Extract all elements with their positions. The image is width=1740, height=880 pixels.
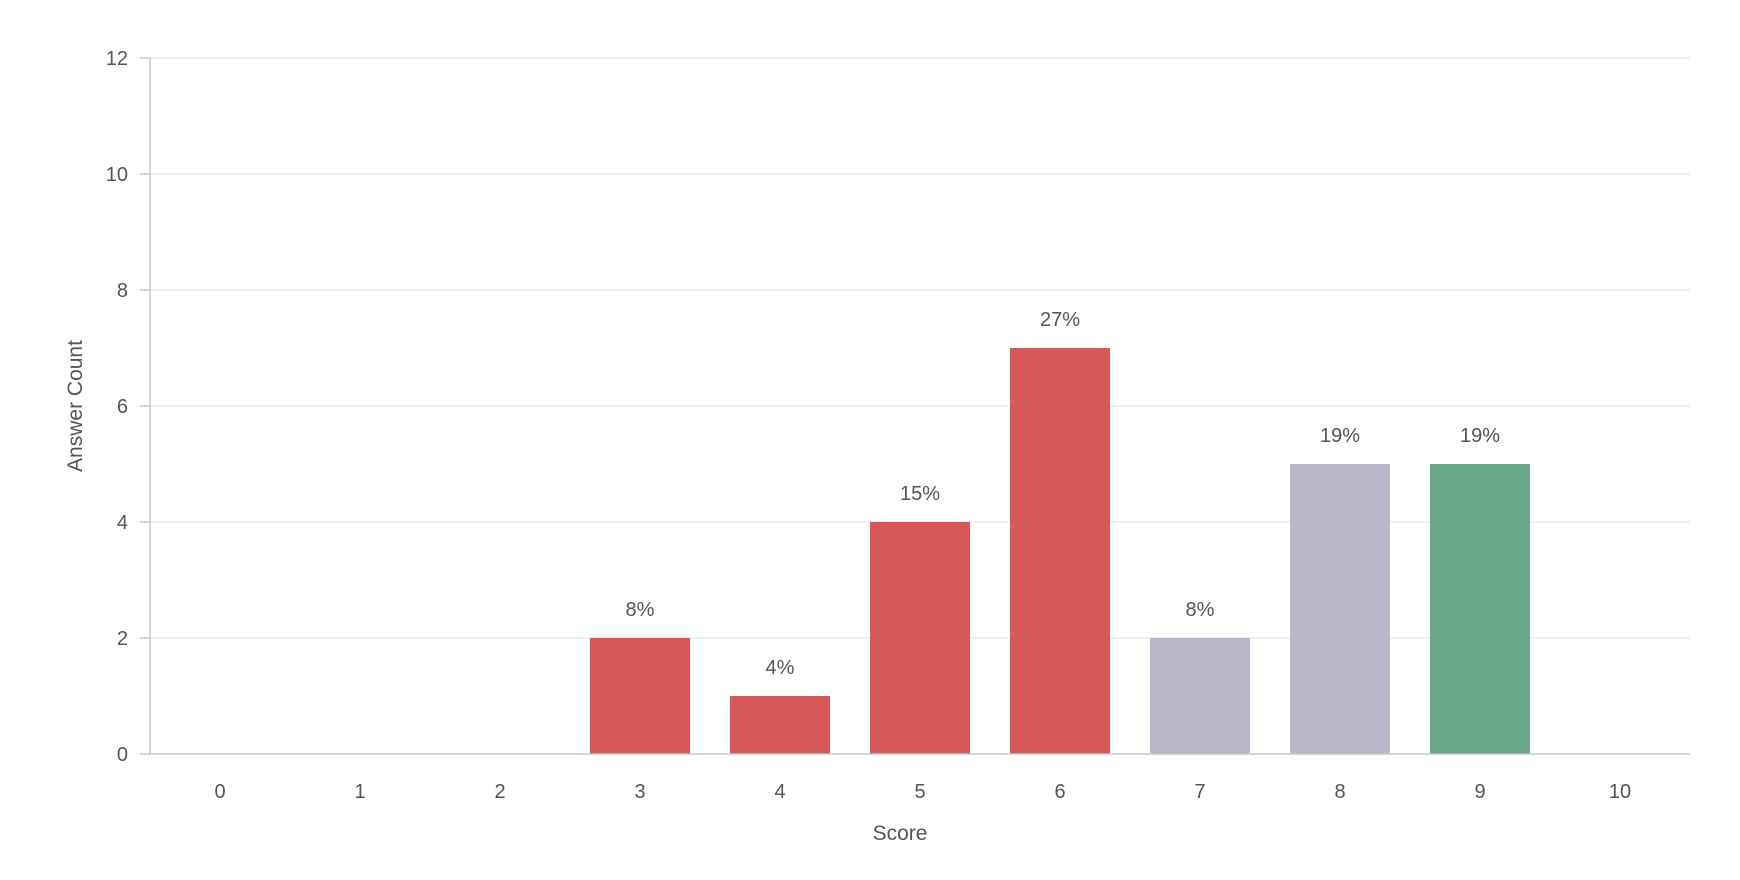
x-tick-label: 8 bbox=[1334, 781, 1345, 803]
x-tick-label: 10 bbox=[1609, 781, 1631, 803]
x-axis-title: Score bbox=[873, 822, 928, 845]
data-label-score-9: 19% bbox=[1460, 425, 1500, 447]
bar-score-7 bbox=[1150, 638, 1250, 754]
y-tick-label: 8 bbox=[117, 280, 128, 302]
data-label-score-5: 15% bbox=[900, 483, 940, 505]
data-label-score-8: 19% bbox=[1320, 425, 1360, 447]
x-tick-label: 9 bbox=[1474, 781, 1485, 803]
x-tick-label: 0 bbox=[214, 781, 225, 803]
data-label-score-4: 4% bbox=[766, 657, 795, 679]
y-axis-ticks: 0 2 4 6 8 10 12 bbox=[106, 48, 150, 766]
bar-score-9 bbox=[1430, 464, 1530, 754]
y-tick-label: 10 bbox=[106, 164, 128, 186]
y-tick-label: 6 bbox=[117, 396, 128, 418]
y-tick-label: 2 bbox=[117, 628, 128, 650]
bars bbox=[590, 348, 1530, 754]
y-tick-label: 4 bbox=[117, 512, 128, 534]
bar-score-8 bbox=[1290, 464, 1390, 754]
data-labels: 8% 4% 15% 27% 8% 19% 19% bbox=[626, 309, 1501, 679]
x-tick-label: 4 bbox=[774, 781, 785, 803]
bar-score-3 bbox=[590, 638, 690, 754]
y-tick-label: 12 bbox=[106, 48, 128, 70]
x-tick-label: 5 bbox=[914, 781, 925, 803]
bar-score-6 bbox=[1010, 348, 1110, 754]
data-label-score-6: 27% bbox=[1040, 309, 1080, 331]
x-tick-label: 2 bbox=[494, 781, 505, 803]
x-tick-label: 6 bbox=[1054, 781, 1065, 803]
y-tick-label: 0 bbox=[117, 744, 128, 766]
data-label-score-3: 8% bbox=[626, 599, 655, 621]
x-axis-ticks: 0 1 2 3 4 5 6 7 8 9 10 bbox=[214, 781, 1631, 803]
data-label-score-7: 8% bbox=[1186, 599, 1215, 621]
x-tick-label: 1 bbox=[354, 781, 365, 803]
bar-score-5 bbox=[870, 522, 970, 754]
bar-score-4 bbox=[730, 696, 830, 754]
y-axis-title: Answer Count bbox=[64, 340, 87, 472]
x-tick-label: 3 bbox=[634, 781, 645, 803]
x-tick-label: 7 bbox=[1194, 781, 1205, 803]
